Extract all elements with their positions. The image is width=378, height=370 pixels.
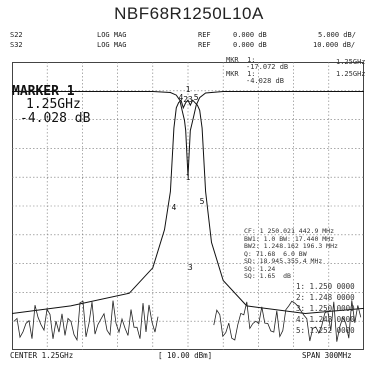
noise-trace xyxy=(13,300,159,342)
stat-line: SQ: 1.24 xyxy=(244,264,276,273)
marker-list-item: 4: 1.248 0000 xyxy=(296,315,355,324)
mkr-top-4: -4.028 dB xyxy=(246,77,284,85)
mkr-top-2: -17.072 dB xyxy=(246,63,289,71)
marker-glyph-5-mid: 5 xyxy=(200,197,205,206)
scale-1: 5.000 dB/ xyxy=(318,31,356,39)
marker-glyph-4-top: 4 xyxy=(179,93,184,102)
stat-line: CF: 1 250.021 442.9 MHz xyxy=(244,227,335,235)
stat-line: SD: 18.945.355.4 MHz xyxy=(244,257,323,265)
marker-title: MARKER 1 xyxy=(12,84,75,99)
format-1: LOG MAG xyxy=(97,31,127,39)
format-2: LOG MAG xyxy=(97,41,127,49)
mkr-top-right-2: 1.25GHz xyxy=(336,70,366,78)
param-s32: S32 xyxy=(10,41,23,49)
scale-2: 10.000 dB/ xyxy=(313,41,356,49)
trace-s32 xyxy=(12,99,364,315)
marker-glyph-3-low: 3 xyxy=(188,263,193,272)
marker-glyph-5-top: 5 xyxy=(194,93,199,102)
marker-glyph-1-top: 1 xyxy=(186,85,191,94)
stat-line: BW1: 1.0 BW: 17.440 MHz xyxy=(244,234,335,243)
mkr-top-right-1: 1.25GHz xyxy=(336,58,366,66)
stat-line: SQ: 1.65 dB xyxy=(244,272,291,280)
footer-center: CENTER 1.25GHz xyxy=(10,351,74,360)
marker-value: -4.028 dB xyxy=(20,111,91,126)
marker-list-item: 2: 1.248 0000 xyxy=(296,293,355,302)
marker-list-item: 5: 1.252 0000 xyxy=(296,326,355,335)
marker-glyph-1-mid: 1 xyxy=(186,173,191,182)
marker-list-item: 3: 1.250 0000 xyxy=(296,304,355,313)
header-row-1: S22 xyxy=(10,31,23,40)
ref-value-1: 0.000 dB xyxy=(233,31,267,39)
ref-value-2: 0.000 dB xyxy=(233,41,267,49)
marker-glyph-4-mid: 4 xyxy=(172,203,177,212)
footer-power: [ 10.00 dBm] xyxy=(158,351,213,360)
noise-trace xyxy=(213,300,362,342)
stat-line: Q: 71.68 6.0 BW xyxy=(244,249,307,258)
param-s22: S22 xyxy=(10,31,23,39)
mkr-top-1: MKR 1: xyxy=(226,56,256,64)
footer-span: SPAN 300MHz xyxy=(302,351,352,360)
marker-freq: 1.25GHz xyxy=(26,97,81,112)
noise-floor xyxy=(13,300,362,342)
marker-list-item: 1: 1.250 0000 xyxy=(296,282,355,291)
marker-glyph-3-top: 3 xyxy=(188,95,193,104)
chart-title: NBF68R1250L10A xyxy=(114,4,264,23)
marker-glyph-2-top: 2 xyxy=(183,95,188,104)
grid xyxy=(12,62,364,350)
mkr-top-3: MKR 1: xyxy=(226,70,256,78)
ref-label-2: REF xyxy=(198,41,211,49)
ref-label-1: REF xyxy=(198,31,211,39)
trace-s22 xyxy=(12,91,364,177)
stat-line: BW2: 1.248.162 196.3 MHz xyxy=(244,242,338,250)
marker-readout: 1.25GHz -4.028 dB xyxy=(20,97,90,126)
